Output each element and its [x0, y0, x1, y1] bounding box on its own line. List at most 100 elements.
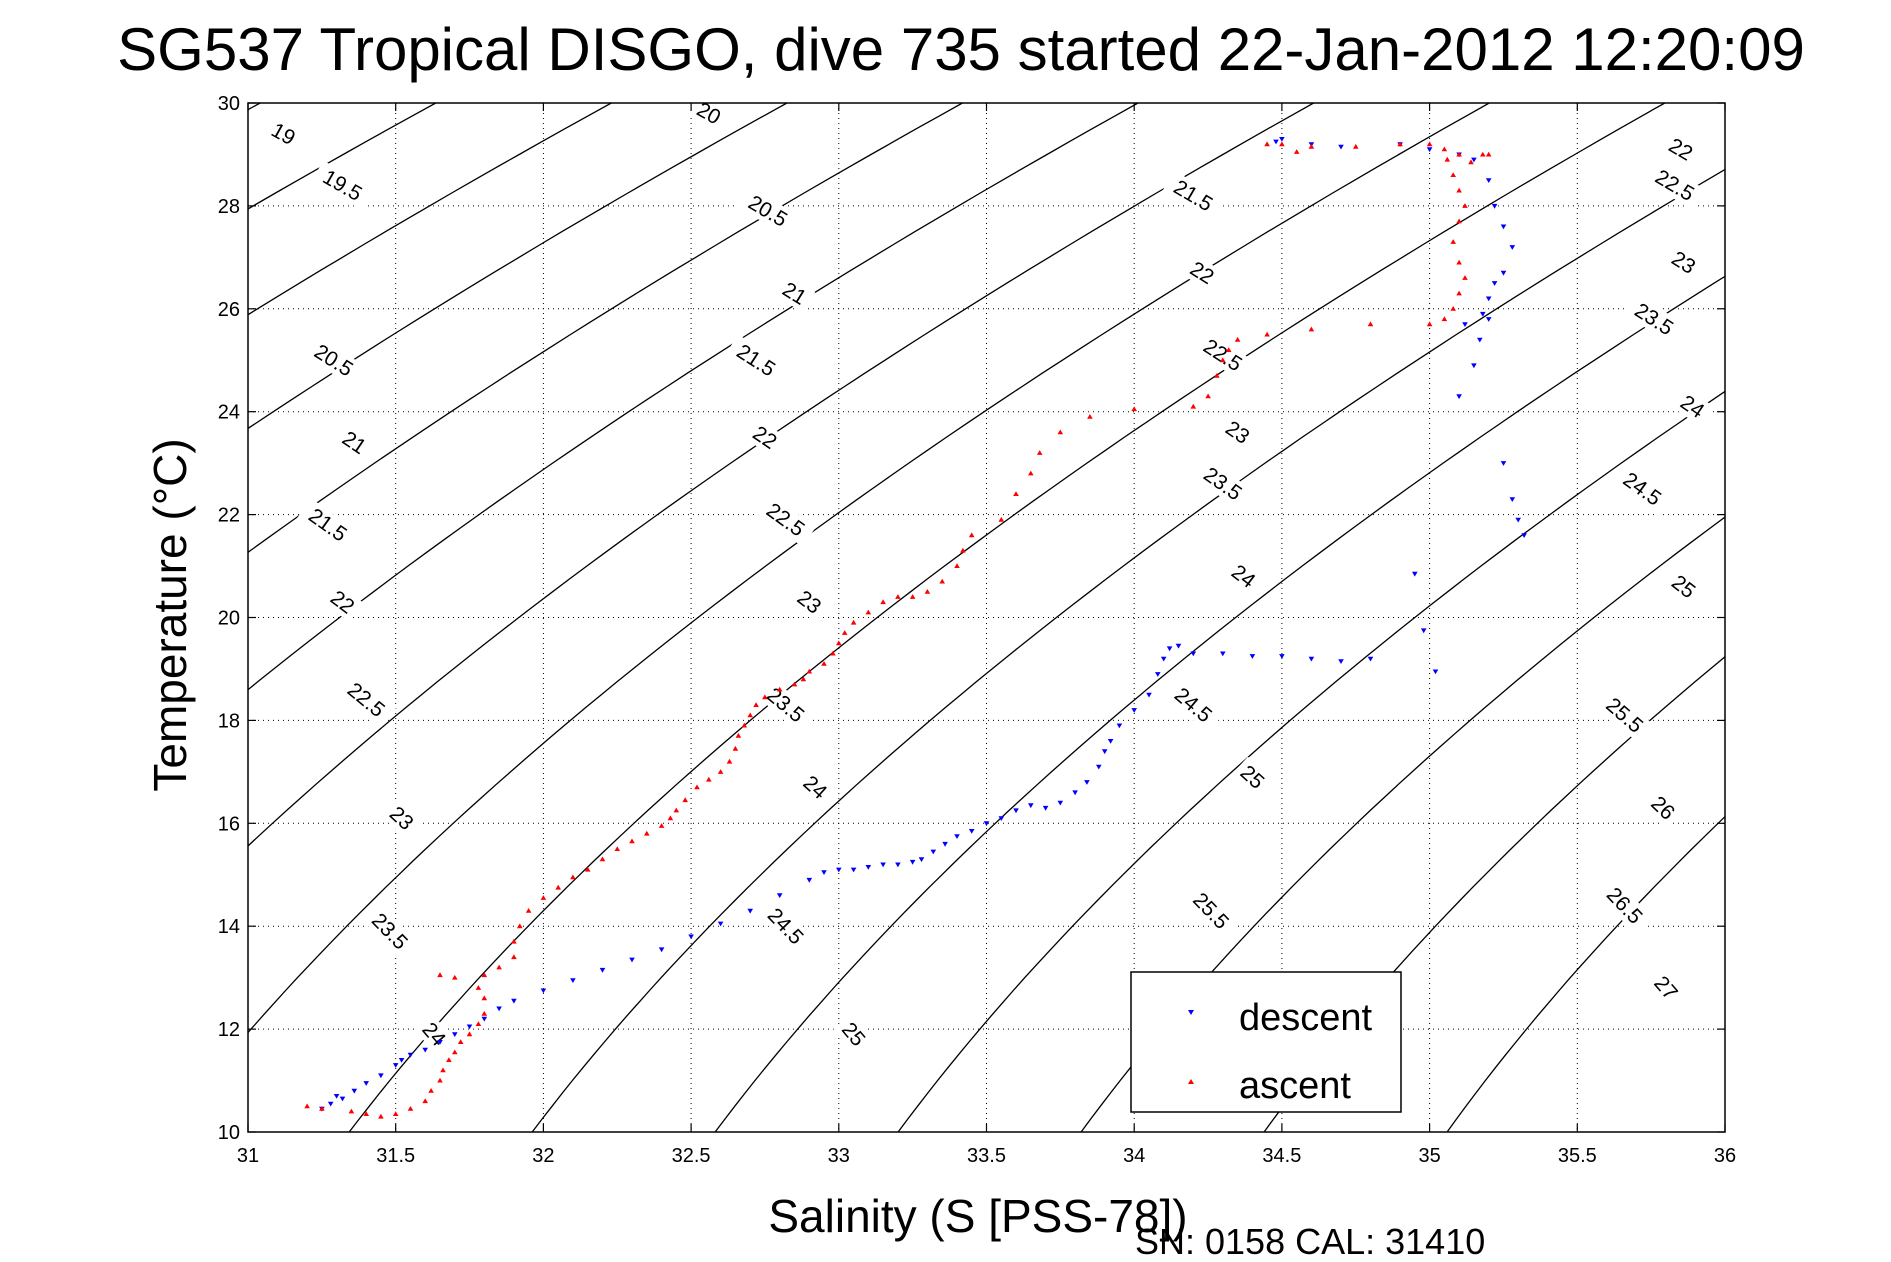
x-tick-label: 31.5: [376, 1145, 415, 1167]
contour-line: [248, 103, 963, 554]
descent-point: [983, 821, 990, 827]
ascent-point: [1190, 403, 1197, 409]
y-tick-label: 22: [218, 505, 240, 527]
descent-point: [437, 1040, 443, 1045]
ascent-point: [741, 722, 748, 728]
contour-line: [897, 390, 1725, 1132]
descent-point: [776, 893, 783, 899]
ascent-point: [511, 938, 517, 944]
ascent-point: [1225, 347, 1232, 352]
ascent-point: [830, 650, 836, 656]
descent-point: [1500, 461, 1507, 466]
descent-point: [1477, 337, 1483, 343]
descent-point: [1491, 203, 1498, 209]
descent-point: [1190, 651, 1197, 657]
contour-label: 24.5: [1163, 677, 1224, 733]
descent-point: [1279, 137, 1285, 142]
ascent-point: [428, 1088, 434, 1093]
ascent-point: [939, 578, 945, 584]
y-tick-label: 28: [218, 196, 240, 218]
descent-point: [1096, 764, 1102, 770]
contour-line: [1263, 655, 1725, 1132]
density-contours: 1920212122222222232323232424242425252526…: [248, 94, 1725, 1132]
descent-point: [1500, 270, 1507, 276]
ascent-point: [1308, 143, 1315, 149]
ascent-point: [1480, 151, 1486, 157]
ascent-point: [1013, 491, 1019, 496]
contour-line: [248, 103, 788, 430]
descent-point: [1042, 805, 1049, 811]
descent-point: [918, 857, 925, 863]
ascent-point: [1450, 172, 1456, 177]
descent-point: [1426, 147, 1433, 153]
descent-point: [909, 859, 916, 865]
ascent-point: [706, 776, 712, 782]
x-tick-label: 34.5: [1262, 1145, 1301, 1167]
descent-point: [1480, 311, 1486, 317]
ascent-point: [658, 823, 665, 828]
x-tick-label: 35.5: [1558, 1145, 1597, 1167]
descent-point: [1013, 808, 1019, 814]
x-tick-label: 36: [1714, 1145, 1736, 1167]
descent-point: [1412, 571, 1418, 577]
ascent-point: [726, 758, 733, 764]
descent-point: [496, 1006, 502, 1012]
ascent-point: [954, 563, 960, 568]
ascent-point: [378, 1113, 384, 1119]
descent-point: [1107, 739, 1114, 744]
descent-point: [1471, 363, 1477, 369]
descent-point: [1521, 533, 1527, 538]
descent-point: [1509, 497, 1516, 502]
contour-line: [714, 275, 1725, 1132]
y-tick-label: 14: [218, 916, 240, 938]
y-tick-label: 10: [218, 1122, 240, 1144]
descent-point: [998, 816, 1005, 821]
descent-point: [1072, 790, 1078, 796]
ascent-point: [1456, 187, 1462, 193]
y-tick-label: 20: [218, 608, 240, 630]
ascent-point: [1444, 156, 1451, 162]
descent-point: [1057, 800, 1064, 806]
descent-point: [1485, 317, 1492, 322]
descent-point: [327, 1101, 334, 1107]
x-axis-label: Salinity (S [PSS-78]): [768, 1190, 1187, 1242]
descent-point: [1160, 656, 1167, 662]
ascent-point: [437, 972, 443, 978]
ascent-point: [540, 895, 547, 900]
ascent-point: [880, 599, 886, 605]
descent-point: [452, 1032, 458, 1037]
ascent-point: [1397, 141, 1403, 147]
ascent-point: [1057, 429, 1064, 435]
ascent-point: [1456, 259, 1462, 265]
y-axis-ticks: 10 12 14 16 18 20 22 24 26 28 30: [218, 93, 1725, 1144]
ascent-point: [599, 856, 606, 862]
ascent-point: [800, 676, 807, 682]
descent-point: [351, 1088, 358, 1094]
ascent-point: [475, 985, 482, 990]
descent-point: [1338, 659, 1344, 664]
ascent-point: [1131, 406, 1137, 412]
ascent-point: [496, 964, 502, 970]
ascent-point: [584, 866, 591, 872]
descent-point: [895, 862, 901, 868]
ascent-point: [1462, 275, 1468, 280]
descent-point: [1432, 669, 1439, 675]
y-tick-label: 24: [218, 402, 240, 424]
descent-point: [1116, 723, 1123, 729]
ascent-point: [895, 594, 901, 599]
ascent-point: [555, 884, 561, 890]
y-tick-label: 30: [218, 93, 240, 115]
contour-line: [348, 103, 1666, 1132]
descent-point: [717, 921, 724, 927]
descent-point: [629, 957, 635, 963]
descent-point: [1028, 803, 1034, 809]
descent-series: [319, 137, 1527, 1112]
ascent-point: [1234, 336, 1241, 342]
ascent-point: [694, 784, 700, 790]
descent-point: [1456, 394, 1462, 400]
descent-point: [570, 978, 576, 983]
ascent-point: [717, 769, 724, 774]
descent-point: [599, 967, 606, 973]
ascent-point: [1293, 149, 1300, 154]
ascent-point: [457, 1039, 464, 1044]
